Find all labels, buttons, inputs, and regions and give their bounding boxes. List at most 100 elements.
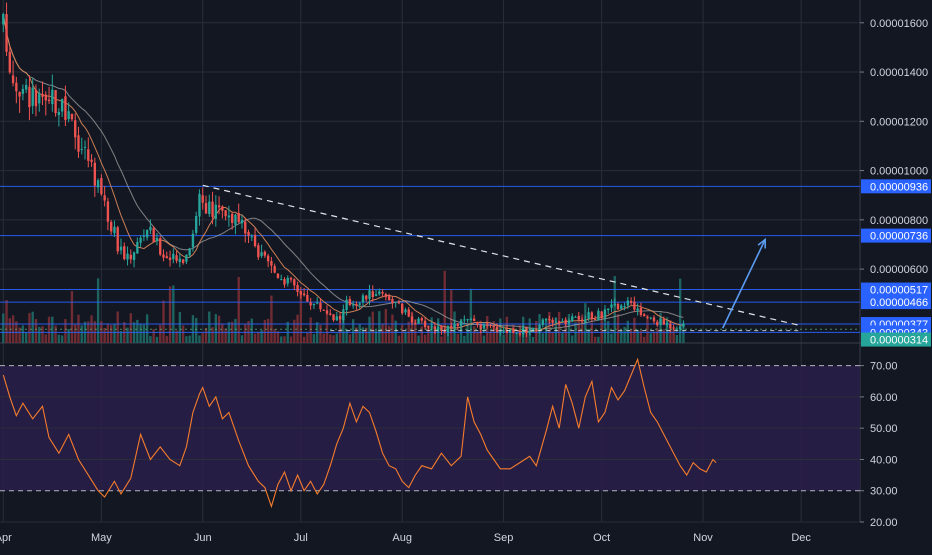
volume-bar xyxy=(70,291,74,343)
volume-bar xyxy=(351,319,355,343)
candle-body xyxy=(126,253,129,260)
time-tick-label: Sep xyxy=(494,532,514,544)
candle-body xyxy=(652,317,656,322)
candle-body xyxy=(613,303,616,306)
volume-bar xyxy=(64,319,67,343)
candle-body xyxy=(656,321,659,326)
volume-bar xyxy=(260,330,263,343)
volume-bar xyxy=(508,333,512,343)
volume-bar xyxy=(5,300,8,343)
volume-bar xyxy=(159,324,162,343)
candle-body xyxy=(175,255,178,261)
candle-body xyxy=(557,321,561,323)
volume-bar xyxy=(129,313,132,343)
volume-bar xyxy=(368,316,371,343)
candle-body xyxy=(123,246,126,259)
candle-body xyxy=(381,292,384,294)
volume-bar xyxy=(391,314,394,343)
volume-bar xyxy=(440,336,443,343)
volume-bar xyxy=(656,327,659,343)
volume-bar xyxy=(145,314,149,343)
candle-body xyxy=(358,303,361,305)
volume-bar xyxy=(401,324,404,343)
volume-bar xyxy=(646,314,649,343)
candle-body xyxy=(466,319,469,321)
candle-body xyxy=(626,300,630,306)
candle-body xyxy=(433,326,437,330)
candle-body xyxy=(600,311,603,318)
volume-bar xyxy=(387,325,391,343)
candle-body xyxy=(129,254,132,260)
candle-body xyxy=(270,260,273,266)
volume-bar xyxy=(616,314,620,343)
candle-body xyxy=(113,226,116,234)
candle-body xyxy=(83,146,87,148)
candle-body xyxy=(639,307,643,315)
candle-body xyxy=(286,277,289,284)
candle-body xyxy=(21,88,25,94)
rsi-line-path xyxy=(2,357,717,509)
candle-body xyxy=(96,180,100,188)
candle-body xyxy=(195,215,198,233)
volume-bar xyxy=(168,286,172,343)
candle-body xyxy=(427,326,430,328)
candle-body xyxy=(603,309,607,318)
candle-body xyxy=(250,236,253,238)
level-badge-label: 0.00000314 xyxy=(870,335,928,347)
volume-bar xyxy=(175,330,178,343)
rsi-tick-label: 50.00 xyxy=(870,423,898,435)
candle-body xyxy=(345,299,348,311)
volume-bar xyxy=(469,288,473,343)
volume-bar xyxy=(21,325,25,343)
level-badge-label: 0.00000736 xyxy=(870,231,928,243)
volume-bar xyxy=(639,330,643,343)
candle-body xyxy=(502,329,505,332)
candle-body xyxy=(201,195,204,203)
candle-body xyxy=(665,323,669,326)
candle-body xyxy=(518,333,522,335)
volume-bar xyxy=(397,335,401,343)
candle-body xyxy=(263,251,267,256)
volume-bar xyxy=(472,326,476,343)
candle-body xyxy=(244,221,247,234)
volume-bar xyxy=(613,276,616,343)
candle-body xyxy=(440,325,443,332)
candle-body xyxy=(342,309,345,321)
volume-bar xyxy=(355,327,358,343)
volume-bar xyxy=(181,325,185,343)
candle-body xyxy=(103,195,106,201)
candle-body xyxy=(15,82,18,92)
candle-body xyxy=(584,319,587,323)
candle-body xyxy=(394,301,397,303)
candle-body xyxy=(312,303,316,306)
price-tick-label: 0.00001000 xyxy=(870,166,928,178)
time-tick-label: Aug xyxy=(392,532,412,544)
candle-body xyxy=(430,326,433,328)
price-tick-label: 0.00000600 xyxy=(870,264,928,276)
candle-body xyxy=(505,329,509,333)
candle-body xyxy=(204,203,208,214)
volume-bar xyxy=(80,325,83,343)
candle-body xyxy=(188,248,191,256)
candle-body xyxy=(253,235,257,247)
volume-bar xyxy=(214,314,217,343)
volume-bar xyxy=(266,318,270,343)
drawings xyxy=(0,184,860,332)
volume-bar xyxy=(113,323,116,343)
candle-body xyxy=(41,94,44,97)
candle-body xyxy=(329,313,332,315)
volume-bar xyxy=(234,318,237,343)
volume-bar xyxy=(381,324,384,343)
candle-body xyxy=(544,318,548,320)
candle-body xyxy=(662,319,665,325)
volume-bar xyxy=(456,333,459,343)
candle-body xyxy=(178,258,182,263)
volume-bar xyxy=(24,332,28,343)
level-badge xyxy=(861,295,931,310)
volume-bar xyxy=(410,311,414,343)
rsi-tick-label: 60.00 xyxy=(870,392,898,404)
volume-bar xyxy=(600,313,603,343)
candle-body xyxy=(482,324,486,329)
candle-body xyxy=(221,206,224,211)
